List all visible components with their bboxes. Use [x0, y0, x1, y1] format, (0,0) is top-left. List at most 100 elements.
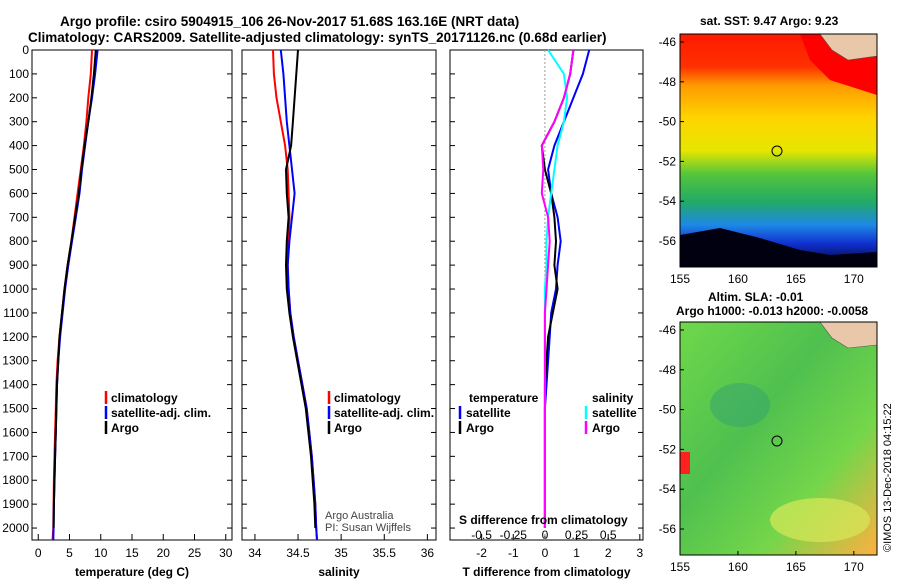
legend-label-argo: Argo — [334, 421, 362, 435]
sst-cold-patch — [680, 228, 877, 267]
lon-tick-label: 165 — [786, 560, 806, 574]
difference-legend: temperature satellite Argo salinity sate… — [458, 391, 637, 435]
lat-tick-label: -48 — [659, 75, 677, 89]
legend-label-satellite: satellite-adj. clim. — [334, 406, 434, 420]
lat-tick-label: -56 — [659, 522, 677, 536]
y-tick-label: 1500 — [2, 402, 29, 416]
y-tick-label: 1000 — [2, 282, 29, 296]
y-tick-label: 1700 — [2, 449, 29, 463]
legend-label-climatology: climatology — [334, 391, 401, 405]
legend-label-satellite: satellite-adj. clim. — [111, 406, 211, 420]
sla-map-title: Altim. SLA: -0.01 — [708, 290, 804, 304]
lon-tick-label: 170 — [844, 560, 864, 574]
series-line-argo — [284, 49, 317, 529]
lat-tick-label: -46 — [659, 323, 677, 337]
sla-map-ticks: -46 -48 -50 -52 -54 -56 155 160 165 170 — [659, 323, 864, 574]
y-tick-label: 600 — [9, 186, 29, 200]
sla-feature-low — [710, 383, 770, 427]
temperature-legend: climatology satellite-adj. clim. Argo — [104, 391, 211, 435]
x-tick-label: 34.5 — [286, 546, 310, 560]
x-tick-label: 10 — [94, 546, 108, 560]
legend-title-salinity: salinity — [592, 391, 634, 405]
x-tick-label: 1 — [573, 546, 580, 560]
lat-tick-label: -54 — [659, 194, 677, 208]
x-tick-label: 3 — [636, 546, 643, 560]
x-tick-label: 0 — [542, 546, 549, 560]
argo-float-marker — [771, 435, 783, 447]
sst-map-ticks: -46 -48 -50 -52 -54 -56 155 160 165 170 — [659, 35, 864, 286]
argo-float-marker — [771, 145, 783, 157]
lon-tick-label: 160 — [728, 560, 748, 574]
secondary-x-tick-label: -0.25 — [500, 528, 528, 542]
x-tick-label: 35 — [334, 546, 348, 560]
x-tick-label: 15 — [125, 546, 139, 560]
x-tick-label: -1 — [508, 546, 519, 560]
x-tick-label: 0 — [35, 546, 42, 560]
y-tick-label: 900 — [9, 258, 29, 272]
y-tick-label: 200 — [9, 91, 29, 105]
plot-frame — [241, 49, 437, 541]
x-tick-label: 20 — [157, 546, 171, 560]
series-line-argo — [52, 49, 97, 529]
y-tick-label: 300 — [9, 115, 29, 129]
legend-title-temperature: temperature — [469, 391, 539, 405]
salinity-panel: 34 34.5 35 35.5 36 salinity — [241, 49, 437, 579]
lat-tick-label: -52 — [659, 442, 677, 456]
lat-tick-label: -50 — [659, 115, 677, 129]
lon-tick-label: 165 — [786, 272, 806, 286]
x-tick-label: 36 — [421, 546, 435, 560]
lon-tick-label: 155 — [670, 560, 690, 574]
x-tick-label: 34 — [248, 546, 262, 560]
s-difference-axis-label: S difference from climatology — [459, 513, 628, 527]
y-tick-label: 1800 — [2, 473, 29, 487]
lon-tick-label: 160 — [728, 272, 748, 286]
y-tick-label: 1300 — [2, 354, 29, 368]
plot-frame — [31, 49, 233, 541]
series-line-temperature-satellite — [543, 49, 591, 528]
sla-map-subtitle: Argo h1000: -0.013 h2000: -0.0058 — [676, 304, 868, 318]
sla-map-frame — [679, 321, 878, 556]
lat-tick-label: -52 — [659, 154, 677, 168]
y-tick-label: 2000 — [2, 521, 29, 535]
y-tick-label: 500 — [9, 163, 29, 177]
sst-map-title: sat. SST: 9.47 Argo: 9.23 — [700, 14, 839, 28]
lat-tick-label: -50 — [659, 403, 677, 417]
imos-watermark: ©IMOS 13-Dec-2018 04:15:22 — [882, 403, 894, 552]
legend-label-temp-satellite: satellite — [466, 406, 511, 420]
lat-tick-label: -46 — [659, 35, 677, 49]
sla-map: Altim. SLA: -0.01 Argo h1000: -0.013 h20… — [659, 290, 878, 574]
secondary-x-tick-label: 0.5 — [600, 528, 617, 542]
x-axis-label: salinity — [318, 565, 360, 579]
y-tick-label: 1900 — [2, 497, 29, 511]
series-line-satellite-adj-clim- — [52, 49, 99, 541]
x-axis-label: T difference from climatology — [462, 565, 630, 579]
lat-tick-label: -56 — [659, 234, 677, 248]
plot-frame — [449, 49, 644, 541]
y-tick-label: 1400 — [2, 378, 29, 392]
y-tick-label: 1100 — [3, 306, 29, 320]
legend-label-argo: Argo — [111, 421, 139, 435]
lon-tick-label: 170 — [844, 272, 864, 286]
x-tick-label: 25 — [188, 546, 202, 560]
lat-tick-label: -54 — [659, 482, 677, 496]
legend-label-temp-argo: Argo — [466, 421, 494, 435]
credit-line2: PI: Susan Wijffels — [325, 522, 411, 534]
x-tick-label: -2 — [476, 546, 487, 560]
chart-title-line1: Argo profile: csiro 5904915_106 26-Nov-2… — [60, 14, 519, 29]
sla-feature-hot — [680, 452, 690, 474]
sst-map: sat. SST: 9.47 Argo: 9.23 -46 -48 -50 -52 -5… — [659, 14, 878, 286]
x-tick-label: 30 — [219, 546, 233, 560]
secondary-x-tick-label: 0.25 — [565, 528, 589, 542]
secondary-x-tick-label: -0.5 — [471, 528, 492, 542]
salinity-legend: climatology satellite-adj. clim. Argo — [327, 391, 434, 435]
series-line-climatology — [272, 49, 318, 541]
y-tick-label: 0 — [22, 43, 29, 57]
temperature-panel: 0 5 10 15 20 25 300100200300400500600700800900… — [2, 43, 232, 579]
x-tick-label: 35.5 — [373, 546, 397, 560]
y-tick-label: 700 — [9, 210, 29, 224]
sla-feature-high — [770, 498, 870, 542]
y-tick-label: 100 — [9, 67, 29, 81]
y-tick-label: 400 — [9, 139, 29, 153]
